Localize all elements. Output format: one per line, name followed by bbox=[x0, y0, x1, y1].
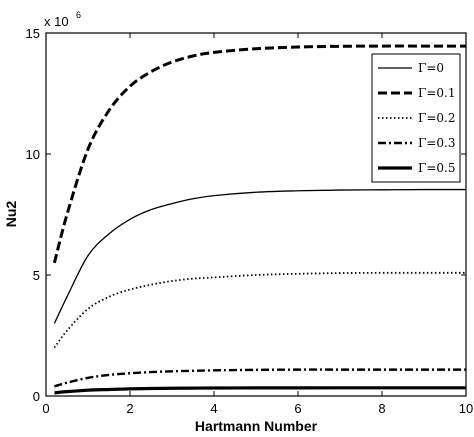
legend-box bbox=[371, 53, 461, 183]
legend-label-0: Γ=0 bbox=[418, 61, 444, 75]
x-tick-label: 8 bbox=[378, 401, 385, 416]
legend-label-3: Γ=0.3 bbox=[418, 136, 455, 150]
y-axis-label: Nu2 bbox=[3, 201, 19, 228]
series-line-1 bbox=[52, 44, 466, 264]
x-tick-label: 0 bbox=[42, 401, 49, 416]
y-tick-label: 5 bbox=[33, 268, 40, 283]
series-line-0 bbox=[53, 188, 467, 324]
y-tick-label: 0 bbox=[33, 389, 40, 404]
legend-label-4: Γ=0.5 bbox=[418, 161, 455, 175]
legend: Γ=0 Γ=0.1 Γ=0.2 Γ=0.3 Γ=0.5 bbox=[371, 53, 461, 183]
y-tick-label: 15 bbox=[26, 26, 40, 41]
x-tick-label: 2 bbox=[126, 401, 133, 416]
y-multiplier-label: x 10 bbox=[44, 14, 69, 29]
legend-label-2: Γ=0.2 bbox=[418, 111, 455, 125]
tick-layer: 0 2 4 6 8 10 0 5 10 15 bbox=[26, 26, 474, 416]
series-line-4 bbox=[54, 386, 466, 395]
series-layer bbox=[52, 44, 467, 395]
series-line-3 bbox=[54, 368, 466, 388]
x-tick-label: 10 bbox=[459, 401, 473, 416]
legend-label-1: Γ=0.1 bbox=[418, 86, 455, 100]
y-multiplier-exponent: 6 bbox=[76, 10, 81, 20]
x-tick-label: 6 bbox=[294, 401, 301, 416]
legend-entries: Γ=0 Γ=0.1 Γ=0.2 Γ=0.3 Γ=0.5 bbox=[378, 61, 455, 175]
x-axis-label: Hartmann Number bbox=[195, 418, 318, 434]
x-tick-label: 4 bbox=[210, 401, 217, 416]
y-tick-label: 10 bbox=[26, 147, 40, 162]
